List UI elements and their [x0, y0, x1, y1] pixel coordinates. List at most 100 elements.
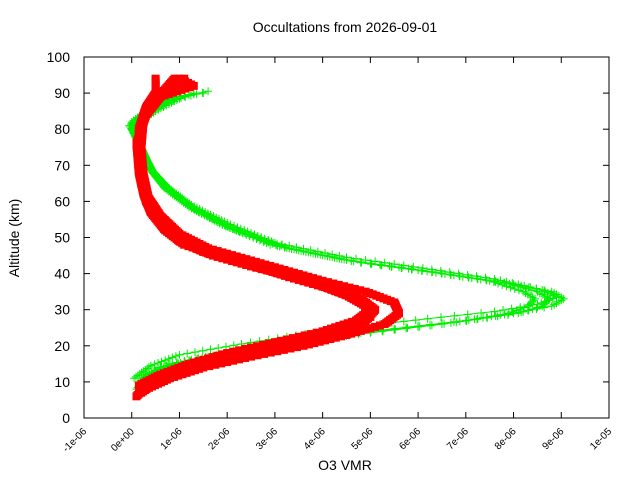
series-0-profile-2-point-64 — [519, 287, 528, 296]
series-1-profile-3-point-209 — [160, 91, 169, 100]
series-1-profile-2-point-32 — [299, 341, 308, 350]
series-1-profile-1-point-36 — [285, 339, 294, 348]
series-1-profile-3-point-20 — [204, 354, 213, 363]
series-0-profile-3-point-22 — [214, 344, 223, 353]
series-1-profile-2-point-33 — [304, 340, 313, 349]
series-1-profile-2-point-84 — [299, 271, 308, 280]
series-1-profile-3-point-94 — [223, 254, 232, 263]
series-1-profile-2-point-91 — [266, 261, 275, 270]
series-1-profile-2-point-85 — [294, 270, 303, 279]
series-1-profile-2-point-35 — [315, 337, 324, 346]
series-0-profile-3-point-110 — [226, 220, 235, 229]
series-0-profile-3-point-12 — [157, 357, 166, 366]
series-0-profile-3-point-17 — [175, 350, 184, 359]
series-0-profile-2-point-42 — [437, 319, 446, 328]
series-0-profile-3-point-10 — [150, 360, 159, 369]
series-0-profile-3-point-8 — [144, 363, 153, 372]
series-1-profile-2-point-11 — [178, 370, 187, 379]
series-1-profile-2-point-75 — [345, 283, 354, 292]
series-0-profile-2-point-48 — [496, 310, 505, 319]
series-1-profile-1-point-33 — [267, 344, 276, 353]
series-1-profile-3-point-39 — [312, 328, 321, 337]
chart-title: Occultations from 2026-09-01 — [253, 19, 438, 35]
series-1-profile-2-point-102 — [213, 247, 222, 256]
y-tick-label: 90 — [54, 85, 70, 101]
series-0-profile-3-point-105 — [243, 227, 252, 236]
series-1-profile-3-point-98 — [205, 248, 214, 257]
series-0-profile-3-point-76 — [445, 268, 454, 277]
series-1-profile-1-point-31 — [255, 346, 264, 355]
series-1-profile-1-point-39 — [303, 335, 312, 344]
series-1-profile-2-point-100 — [223, 249, 232, 258]
series-1-profile-3-point-24 — [223, 349, 232, 358]
series-1-profile-1-point-46 — [337, 326, 346, 335]
series-1-profile-3-point-73 — [318, 282, 327, 291]
series-0-profile-3-point-106 — [240, 226, 249, 235]
x-tick-label: 4e-06 — [302, 426, 328, 452]
series-0-profile-3-point-81 — [399, 261, 408, 270]
series-1-profile-3-point-33 — [276, 336, 285, 345]
series-0-profile-3-point-46 — [463, 310, 472, 319]
series-0-profile-2-point-39 — [402, 323, 411, 332]
series-0-profile-2-point-101 — [255, 236, 264, 245]
series-1-profile-3-point-88 — [251, 262, 260, 271]
series-1-profile-2-point-12 — [182, 368, 191, 377]
series-1-profile-3-point-81 — [281, 271, 290, 280]
series-0-profile-3-point-94 — [292, 243, 301, 252]
series-0-profile-3-point-71 — [490, 275, 499, 284]
series-0-profile-2-point-102 — [252, 235, 261, 244]
series-0-profile-3-point-49 — [499, 306, 508, 315]
series-1-profile-3-point-76 — [304, 278, 313, 287]
series-1-profile-2-point-40 — [342, 330, 351, 339]
series-0-profile-3-point-47 — [477, 308, 486, 317]
series-1-profile-2-point-44 — [361, 325, 370, 334]
series-1-profile-3-point-83 — [272, 269, 281, 278]
series-1-profile-2-point-26 — [260, 349, 269, 358]
series-0-profile-2-point-67 — [506, 283, 515, 292]
series-0-profile-3-point-83 — [380, 258, 389, 267]
series-1-profile-2-point-94 — [251, 257, 260, 266]
series-1-profile-3-point-34 — [282, 335, 291, 344]
x-tick-label: 5e-06 — [350, 426, 376, 452]
series-0-profile-3-point-86 — [352, 254, 361, 263]
series-1-profile-1-point-40 — [309, 334, 318, 343]
series-1-profile-3-point-26 — [235, 346, 244, 355]
series-1-profile-2-point-21 — [229, 356, 238, 365]
series-1-profile-3-point-87 — [255, 263, 264, 272]
series-1-profile-2-point-28 — [273, 347, 282, 356]
series-1-profile-3-point-22 — [213, 351, 222, 360]
series-0-profile-3-point-201 — [186, 91, 195, 100]
series-1-profile-1-point-45 — [332, 327, 341, 336]
series-1-profile-3-point-19 — [199, 355, 208, 364]
series-0-profile-3-point-89 — [328, 250, 337, 259]
series-0-profile-2-point-46 — [479, 313, 487, 322]
series-1-profile-1-point-226 — [170, 74, 179, 83]
series-1-profile-3-point-32 — [270, 338, 279, 347]
series-1-profile-3-point-96 — [213, 251, 222, 260]
series-0-profile-2-point-108 — [232, 226, 241, 235]
series-1-profile-2-point-93 — [256, 259, 265, 268]
series-1-profile-2-point-77 — [334, 280, 343, 289]
series-0-profile-3-point-18 — [183, 349, 192, 358]
series-1-profile-3-point-91 — [237, 258, 246, 267]
series-0-profile-2-point-106 — [238, 229, 247, 238]
series-1-profile-2-point-47 — [375, 321, 384, 330]
series-0-profile-3-point-11 — [153, 358, 162, 367]
series-1-profile-1-point-43 — [323, 330, 332, 339]
series-1-profile-3-point-47 — [347, 317, 356, 326]
series-0-profile-3-point-54 — [537, 298, 546, 307]
series-1-profile-2-point-74 — [350, 284, 359, 293]
series-1-profile-3-point-21 — [208, 353, 217, 362]
series-1-profile-2-point-99 — [227, 251, 236, 260]
series-0-profile-3-point-69 — [502, 277, 511, 286]
series-1-profile-3-point-101 — [192, 244, 201, 253]
plot-frame — [83, 56, 610, 419]
series-0-profile-2-point-107 — [235, 227, 244, 236]
series-1-profile-0-point-228 — [151, 74, 160, 83]
series-0-profile-2-point-109 — [228, 225, 237, 234]
series-0-profile-3-point-43 — [423, 314, 432, 323]
series-1-profile-3-point-103 — [184, 242, 193, 251]
series-0-profile-2-point-47 — [487, 312, 496, 321]
series-1-profile-2-point-96 — [242, 255, 251, 264]
